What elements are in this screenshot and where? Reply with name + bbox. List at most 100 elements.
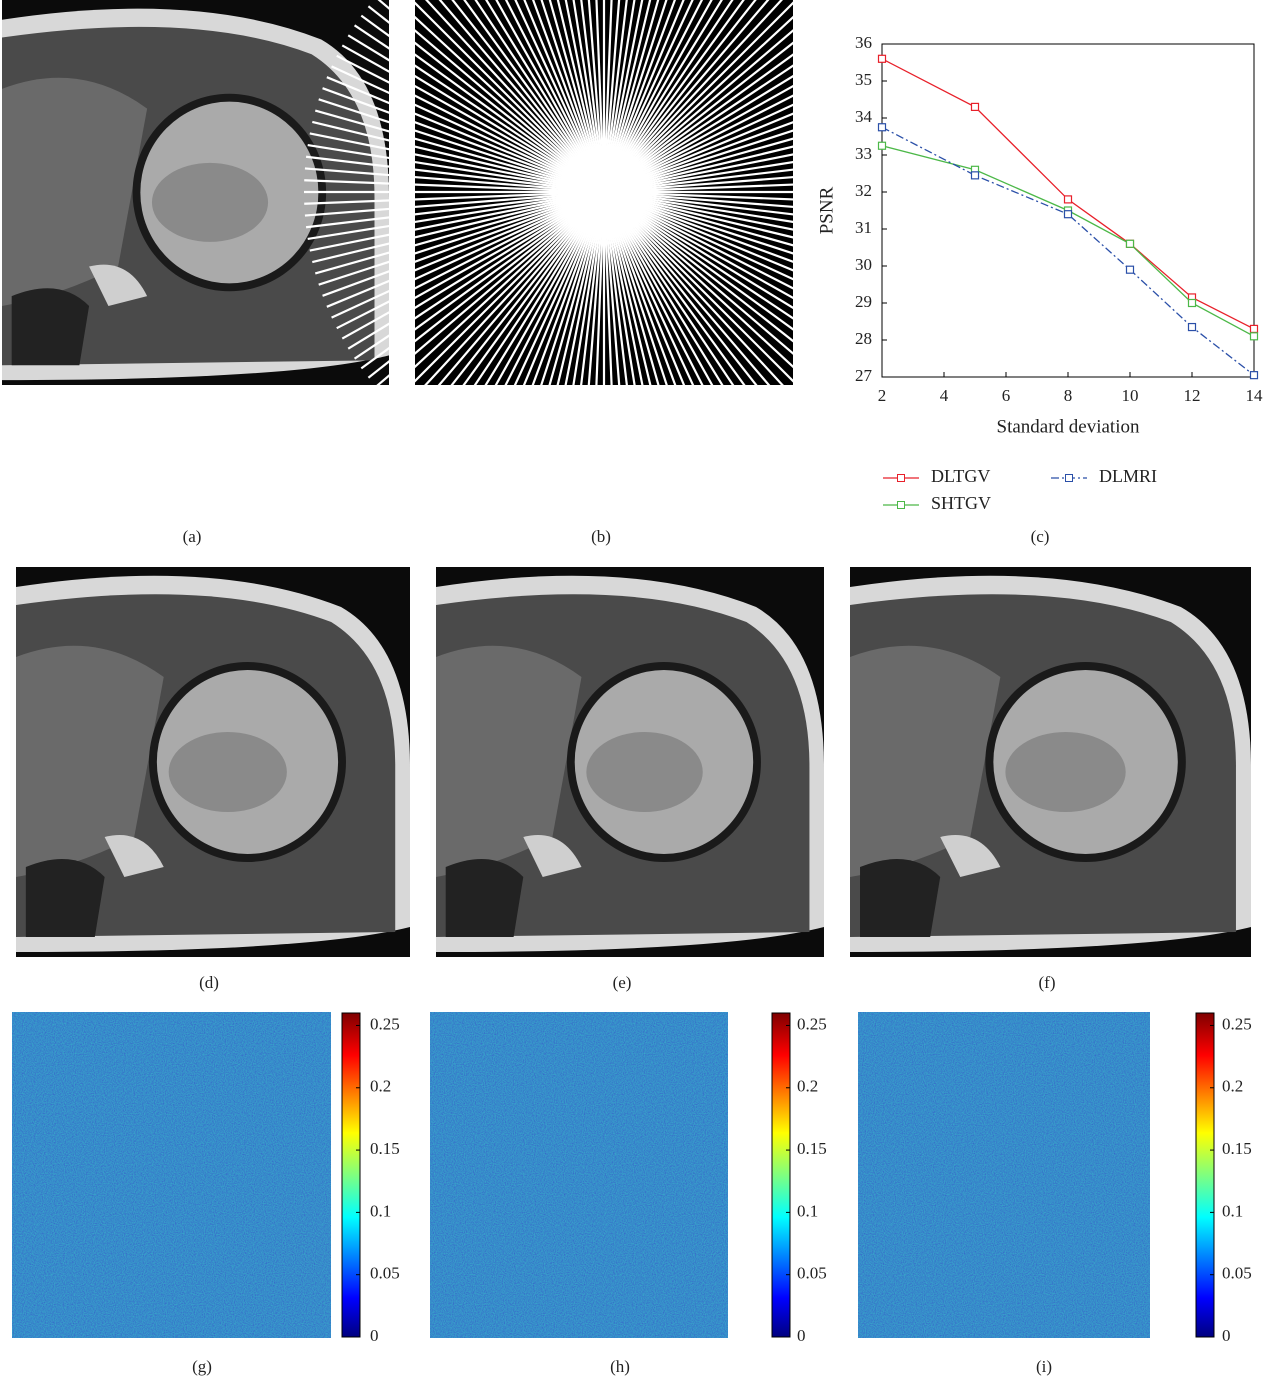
y-tick-label: 32 xyxy=(855,181,872,200)
mask-line xyxy=(603,0,770,193)
mask-line xyxy=(603,191,861,350)
mask-line xyxy=(603,54,872,193)
data-point xyxy=(970,171,980,180)
data-point xyxy=(1063,210,1073,219)
mask-line xyxy=(603,191,772,443)
mask-line xyxy=(602,0,644,193)
data-point xyxy=(1249,371,1259,380)
y-axis-label: PSNR xyxy=(816,186,837,234)
mask-line xyxy=(603,0,745,193)
mask-line xyxy=(322,190,605,297)
mask-line xyxy=(603,87,886,194)
mask-line xyxy=(544,191,606,487)
mask-line xyxy=(602,191,653,489)
reconstruction-image xyxy=(436,567,824,957)
mask-line xyxy=(602,0,660,193)
y-tick-label: 28 xyxy=(855,329,872,348)
mask-line xyxy=(602,191,687,482)
mask-line xyxy=(603,190,899,252)
mask-line xyxy=(353,24,605,193)
mask-line xyxy=(485,0,605,193)
mask-line xyxy=(336,191,605,330)
mask-line xyxy=(436,191,605,443)
mask-line xyxy=(602,0,621,193)
mask-line xyxy=(347,34,605,193)
mask-line xyxy=(603,0,757,193)
mask-line xyxy=(360,191,605,370)
legend-marker xyxy=(897,474,905,482)
mask-line xyxy=(603,179,904,194)
mask-line xyxy=(603,191,826,397)
mask-line xyxy=(603,190,904,205)
colorbar-tick-label: 0.1 xyxy=(370,1201,391,1220)
mask-line xyxy=(394,0,605,193)
mask-line xyxy=(426,191,605,436)
mask-line xyxy=(603,98,890,194)
colorbar-tick-label: 0.1 xyxy=(1222,1201,1243,1220)
mask-line xyxy=(602,0,677,193)
series-line xyxy=(881,126,1255,376)
data-point xyxy=(1125,239,1135,248)
panel-label: (i) xyxy=(1036,1357,1052,1376)
legend-label: DLTGV xyxy=(931,466,990,486)
mask-line xyxy=(304,167,605,194)
panel-label: (b) xyxy=(591,527,611,546)
mask-line xyxy=(438,0,605,193)
mask-line xyxy=(580,0,606,193)
mask-line xyxy=(341,44,605,193)
mask-line xyxy=(312,190,605,264)
colorbar-tick-label: 0 xyxy=(797,1326,806,1345)
mask-line xyxy=(456,191,605,455)
mask-line xyxy=(603,5,841,193)
mask-line xyxy=(603,191,872,330)
mask-line xyxy=(603,0,704,193)
data-point xyxy=(1063,195,1073,204)
mask-line xyxy=(304,190,605,205)
colorbar xyxy=(771,1012,791,1338)
legend-label: DLMRI xyxy=(1099,466,1157,486)
mask-line xyxy=(367,5,605,193)
mask-line xyxy=(353,191,605,360)
mask-line xyxy=(603,0,694,193)
mask-line xyxy=(425,0,605,193)
mask-line xyxy=(603,190,896,264)
error-map xyxy=(12,1012,331,1338)
y-tick-label: 34 xyxy=(855,107,873,126)
mask-line xyxy=(318,98,605,194)
data-point xyxy=(1249,324,1259,333)
mask-line xyxy=(603,0,798,193)
mask-line xyxy=(603,34,861,193)
mask-line xyxy=(331,191,605,319)
colorbar-tick-label: 0 xyxy=(370,1326,379,1345)
mask-line xyxy=(375,191,605,388)
series-line xyxy=(881,145,1255,337)
mask-line xyxy=(587,0,606,193)
mask-line xyxy=(514,0,605,193)
mask-line xyxy=(331,65,605,193)
mask-line xyxy=(602,0,636,193)
colorbar-tick-label: 0.05 xyxy=(797,1264,827,1283)
line-chart: 2 4 6 8 10 12 14 27 28 29 30 31 32 33 34 35 36 Standard d… xyxy=(816,33,1263,513)
mask-line xyxy=(603,44,867,193)
colorbar xyxy=(1195,1012,1215,1338)
x-tick-label: 12 xyxy=(1184,386,1201,405)
mask-line xyxy=(367,191,605,379)
mask-line xyxy=(309,132,605,194)
mask-line xyxy=(603,191,742,460)
mask-line xyxy=(474,0,605,193)
error-map xyxy=(858,1012,1150,1338)
mask-line xyxy=(602,0,668,193)
y-tick-label: 35 xyxy=(855,70,872,89)
mask-line xyxy=(603,109,894,194)
mask-line xyxy=(326,76,605,194)
mask-line xyxy=(602,0,652,193)
mask-line xyxy=(591,191,606,492)
mask-line xyxy=(603,0,783,193)
mask-line xyxy=(603,191,752,455)
y-tick-label: 30 xyxy=(855,255,872,274)
mask-line xyxy=(603,191,867,340)
mask-line xyxy=(488,191,606,470)
mask-line xyxy=(603,190,901,241)
panel-label: (g) xyxy=(192,1357,212,1376)
